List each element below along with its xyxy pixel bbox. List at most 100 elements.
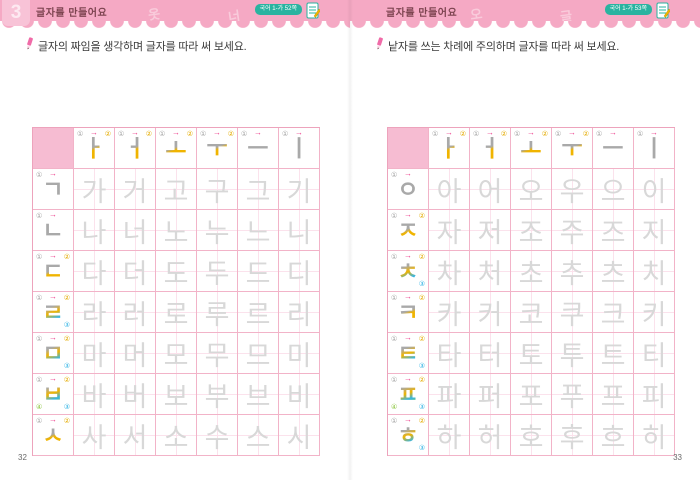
- trace-syllable-cell: 지: [634, 210, 675, 251]
- trace-syllable-cell: 치: [634, 251, 675, 292]
- consonant-stroke-order-cell: ㅊ ① ② ③ →: [388, 251, 429, 292]
- stroke-number-badge: ②: [500, 131, 507, 138]
- trace-syllable-cell: 누: [197, 210, 238, 251]
- stroke-direction-arrow-icon: →: [609, 128, 617, 137]
- consonant-glyph: ㅍ: [397, 380, 419, 407]
- stroke-number-badge: ②: [418, 254, 425, 261]
- vowel-stroke-order-cell: ㅏ ① ② →: [429, 128, 470, 169]
- trace-syllable-cell: 브: [238, 374, 279, 415]
- stroke-direction-arrow-icon: →: [49, 251, 57, 260]
- stroke-number-badge: ①: [391, 336, 398, 343]
- vowel-glyph: ㅗ: [520, 134, 542, 161]
- stroke-number-badge: ①: [36, 377, 43, 384]
- band-wave-edge: [0, 21, 350, 28]
- trace-syllable-cell: 고: [156, 169, 197, 210]
- stroke-number-badge: ③: [63, 322, 70, 329]
- trace-syllable-cell: 로: [156, 292, 197, 333]
- trace-syllable-cell: 히: [634, 415, 675, 456]
- vowel-stroke-order-cell: ㅗ ① ② →: [511, 128, 552, 169]
- vowel-glyph: ㅜ: [206, 134, 228, 161]
- stroke-direction-arrow-icon: →: [254, 128, 262, 137]
- trace-syllable-cell: 즈: [593, 210, 634, 251]
- trace-syllable-cell: 도: [156, 251, 197, 292]
- stroke-number-badge: ①: [36, 418, 43, 425]
- stroke-direction-arrow-icon: →: [49, 169, 57, 178]
- stroke-direction-arrow-icon: →: [568, 128, 576, 137]
- stroke-number-badge: ①: [77, 131, 84, 138]
- vowel-stroke-order-cell: ㅓ ① ② →: [470, 128, 511, 169]
- consonant-glyph: ㅌ: [397, 339, 419, 366]
- stroke-number-badge: ④: [391, 404, 398, 411]
- trace-syllable-cell: 거: [115, 169, 156, 210]
- stroke-number-badge: ①: [391, 295, 398, 302]
- stroke-number-badge: ①: [118, 131, 125, 138]
- vowel-stroke-order-cell: ㅏ ① ② →: [74, 128, 115, 169]
- consonant-stroke-order-cell: ㄱ ① →: [33, 169, 74, 210]
- trace-syllable-cell: 다: [74, 251, 115, 292]
- vowel-glyph: ㅏ: [438, 134, 460, 161]
- stroke-number-badge: ①: [391, 418, 398, 425]
- trace-syllable-cell: 호: [511, 415, 552, 456]
- stroke-number-badge: ②: [145, 131, 152, 138]
- trace-syllable-cell: 므: [238, 333, 279, 374]
- trace-syllable-cell: 그: [238, 169, 279, 210]
- lesson-title: 글자를 만들어요: [36, 8, 108, 19]
- trace-syllable-cell: 퍼: [470, 374, 511, 415]
- trace-syllable-cell: 머: [115, 333, 156, 374]
- notebook-icon: [656, 2, 670, 19]
- stroke-number-badge: ①: [200, 131, 207, 138]
- stroke-number-badge: ②: [63, 418, 70, 425]
- stroke-direction-arrow-icon: →: [404, 251, 412, 260]
- consonant-glyph: ㅅ: [42, 421, 64, 448]
- trace-syllable-cell: 드: [238, 251, 279, 292]
- stroke-direction-arrow-icon: →: [404, 333, 412, 342]
- stroke-number-badge: ②: [63, 295, 70, 302]
- stroke-direction-arrow-icon: →: [650, 128, 658, 137]
- trace-syllable-cell: 서: [115, 415, 156, 456]
- trace-syllable-cell: 부: [197, 374, 238, 415]
- vowel-stroke-order-cell: ㅓ ① ② →: [115, 128, 156, 169]
- workbook-page-right: 오 글 글자를 만들어요 국어 1-가 53쪽 낱자를 쓰는 차례에 주의하며 …: [350, 0, 700, 480]
- trace-syllable-cell: 카: [429, 292, 470, 333]
- trace-syllable-cell: 노: [156, 210, 197, 251]
- vowel-glyph: ㅣ: [643, 134, 665, 161]
- grid-corner-cell: [33, 128, 74, 169]
- vowel-glyph: ㅡ: [247, 134, 269, 161]
- vowel-glyph: ㅣ: [288, 134, 310, 161]
- vowel-glyph: ㅏ: [83, 134, 105, 161]
- consonant-stroke-order-cell: ㅂ ① ② ③ ④ →: [33, 374, 74, 415]
- vowel-stroke-order-cell: ㅗ ① ② →: [156, 128, 197, 169]
- consonant-stroke-order-cell: ㅅ ① ② →: [33, 415, 74, 456]
- trace-syllable-cell: 저: [470, 210, 511, 251]
- stroke-number-badge: ②: [418, 213, 425, 220]
- trace-syllable-cell: 크: [593, 292, 634, 333]
- vowel-glyph: ㅗ: [165, 134, 187, 161]
- trace-syllable-cell: 루: [197, 292, 238, 333]
- trace-syllable-cell: 라: [74, 292, 115, 333]
- trace-syllable-cell: 투: [552, 333, 593, 374]
- trace-syllable-cell: 디: [279, 251, 320, 292]
- stroke-number-badge: ③: [418, 404, 425, 411]
- stroke-direction-arrow-icon: →: [49, 374, 57, 383]
- trace-syllable-cell: 바: [74, 374, 115, 415]
- trace-syllable-cell: 시: [279, 415, 320, 456]
- trace-syllable-cell: 어: [470, 169, 511, 210]
- stroke-number-badge: ①: [637, 131, 644, 138]
- stroke-number-badge: ②: [459, 131, 466, 138]
- page-number: 33: [673, 453, 682, 462]
- consonant-stroke-order-cell: ㅁ ① ② ③ →: [33, 333, 74, 374]
- trace-syllable-cell: 토: [511, 333, 552, 374]
- stroke-number-badge: ②: [418, 377, 425, 384]
- trace-syllable-cell: 피: [634, 374, 675, 415]
- stroke-direction-arrow-icon: →: [404, 169, 412, 178]
- page-number: 32: [18, 453, 27, 462]
- trace-syllable-cell: 차: [429, 251, 470, 292]
- stroke-number-badge: ①: [555, 131, 562, 138]
- trace-syllable-cell: 러: [115, 292, 156, 333]
- vowel-stroke-order-cell: ㅡ ① →: [593, 128, 634, 169]
- stroke-direction-arrow-icon: →: [527, 128, 535, 137]
- trace-syllable-cell: 으: [593, 169, 634, 210]
- stroke-number-badge: ②: [63, 254, 70, 261]
- stroke-number-badge: ①: [391, 377, 398, 384]
- stroke-number-badge: ②: [63, 336, 70, 343]
